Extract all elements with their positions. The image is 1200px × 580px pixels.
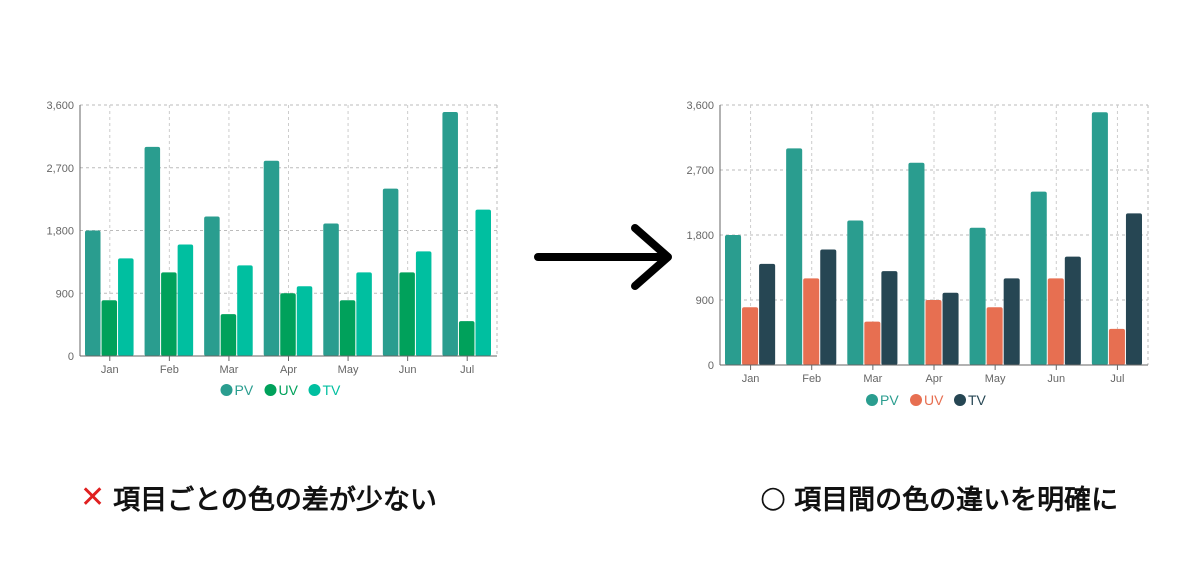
cross-icon: ✕ bbox=[80, 480, 106, 515]
bar-tv bbox=[475, 209, 491, 356]
x-tick-label: Apr bbox=[925, 373, 942, 385]
bar-pv bbox=[442, 111, 458, 356]
y-tick-label: 1,800 bbox=[46, 226, 74, 238]
x-tick-label: Apr bbox=[280, 364, 297, 376]
bar-pv bbox=[263, 160, 280, 356]
legend-marker bbox=[220, 384, 233, 396]
legend-label: UV bbox=[279, 382, 299, 398]
legend-marker bbox=[954, 394, 966, 406]
bar-pv bbox=[908, 162, 925, 365]
legend-marker bbox=[264, 384, 277, 396]
bar-pv bbox=[847, 220, 864, 365]
bar-tv bbox=[881, 271, 898, 365]
x-tick-label: Feb bbox=[802, 373, 821, 385]
bar-tv bbox=[356, 272, 372, 356]
bar-uv bbox=[399, 272, 415, 356]
bar-uv bbox=[280, 293, 296, 356]
bar-pv bbox=[85, 230, 101, 356]
caption-good-text: 項目間の色の違いを明確に bbox=[794, 485, 1119, 516]
x-tick-label: May bbox=[338, 364, 359, 376]
x-tick-label: May bbox=[985, 373, 1006, 385]
legend-label: TV bbox=[968, 392, 987, 408]
x-tick-label: Mar bbox=[219, 364, 238, 376]
chart-before: 0 900 1,800 2,700 3,600 Jan Feb Mar Apr May Jun Jul… bbox=[46, 100, 498, 398]
bar-uv bbox=[986, 307, 1003, 365]
bar-pv bbox=[1030, 191, 1047, 365]
circle-icon: ○ bbox=[760, 480, 787, 515]
bar-pv bbox=[725, 235, 742, 365]
x-tick-label: Jan bbox=[742, 373, 760, 385]
bar-pv bbox=[144, 146, 161, 356]
legend-marker bbox=[308, 384, 321, 396]
bar-uv bbox=[1047, 278, 1064, 365]
bar-pv bbox=[323, 223, 339, 356]
y-tick-label: 1,800 bbox=[686, 230, 714, 242]
y-tick-label: 2,700 bbox=[686, 165, 714, 177]
bar-tv bbox=[118, 258, 134, 356]
y-tick-label: 3,600 bbox=[686, 100, 714, 112]
bar-tv bbox=[942, 292, 959, 365]
legend-label: PV bbox=[235, 382, 254, 398]
bar-tv bbox=[177, 244, 194, 356]
bar-uv bbox=[1108, 328, 1125, 365]
y-tick-label: 0 bbox=[68, 351, 74, 363]
y-tick-label: 900 bbox=[56, 288, 74, 300]
y-tick-label: 2,700 bbox=[46, 163, 74, 175]
bar-tv bbox=[237, 265, 253, 356]
x-tick-label: Jun bbox=[399, 364, 417, 376]
arrow-icon bbox=[534, 224, 672, 290]
caption-good: ○ 項目間の色の違いを明確に bbox=[760, 478, 1118, 517]
bar-pv bbox=[382, 188, 399, 356]
chart-after: 0 900 1,800 2,700 3,600 Jan Feb Mar Apr May Jun Jul… bbox=[686, 100, 1149, 408]
x-tick-label: Jan bbox=[101, 364, 119, 376]
bar-tv bbox=[1125, 213, 1142, 365]
bar-tv bbox=[759, 263, 776, 365]
bar-uv bbox=[458, 321, 475, 356]
bar-uv bbox=[220, 314, 237, 356]
legend-marker bbox=[866, 394, 878, 406]
bar-tv bbox=[296, 286, 313, 356]
bar-uv bbox=[925, 300, 942, 365]
bar-uv bbox=[864, 321, 881, 365]
bar-pv bbox=[1091, 112, 1108, 365]
bar-pv bbox=[969, 227, 986, 365]
bar-uv bbox=[742, 307, 759, 365]
legend-label: PV bbox=[880, 392, 899, 408]
legend-marker bbox=[910, 394, 922, 406]
legend-label: TV bbox=[323, 382, 342, 398]
bar-uv bbox=[339, 300, 356, 356]
x-tick-label: Jul bbox=[1110, 373, 1124, 385]
x-tick-label: Jul bbox=[460, 364, 474, 376]
bar-pv bbox=[786, 148, 803, 365]
bar-tv bbox=[1064, 256, 1081, 365]
legend-label: UV bbox=[924, 392, 944, 408]
y-tick-label: 3,600 bbox=[46, 100, 74, 112]
bar-uv bbox=[803, 278, 820, 365]
x-tick-label: Jun bbox=[1047, 373, 1065, 385]
bar-tv bbox=[820, 249, 837, 365]
caption-bad: ✕ 項目ごとの色の差が少ない bbox=[80, 478, 437, 517]
x-tick-label: Mar bbox=[863, 373, 882, 385]
bar-tv bbox=[415, 251, 432, 356]
x-tick-label: Feb bbox=[160, 364, 179, 376]
bar-pv bbox=[204, 216, 220, 356]
y-tick-label: 0 bbox=[708, 360, 714, 372]
caption-bad-text: 項目ごとの色の差が少ない bbox=[113, 485, 437, 516]
bar-uv bbox=[161, 272, 177, 356]
bar-uv bbox=[101, 300, 118, 356]
bar-tv bbox=[1003, 278, 1020, 365]
y-tick-label: 900 bbox=[696, 295, 714, 307]
